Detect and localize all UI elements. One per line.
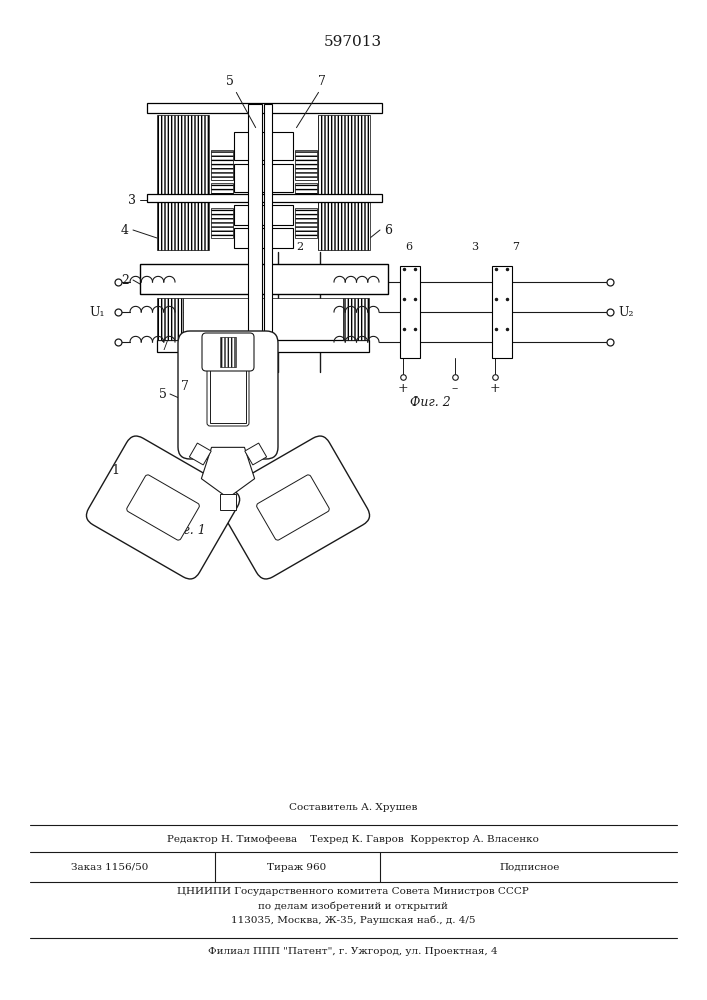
Bar: [492, 266, 512, 358]
Bar: [157, 340, 369, 352]
Bar: [220, 337, 236, 367]
Bar: [157, 298, 183, 340]
Bar: [318, 202, 370, 250]
Bar: [211, 150, 233, 180]
Bar: [210, 367, 246, 423]
Text: –: –: [452, 382, 458, 395]
FancyBboxPatch shape: [178, 331, 278, 459]
Bar: [189, 443, 211, 465]
Bar: [211, 208, 233, 238]
Text: 2: 2: [121, 273, 129, 286]
Text: 3: 3: [128, 194, 136, 207]
FancyBboxPatch shape: [257, 475, 329, 540]
Bar: [234, 164, 293, 192]
Bar: [234, 228, 293, 248]
Text: 1: 1: [111, 464, 119, 477]
Bar: [220, 494, 236, 510]
Text: Редактор Н. Тимофеева    Техред К. Гавров  Корректор А. Власенко: Редактор Н. Тимофеева Техред К. Гавров К…: [167, 834, 539, 844]
Text: Подписное: Подписное: [500, 862, 560, 871]
Bar: [295, 183, 317, 200]
Text: 3: 3: [472, 242, 479, 252]
Text: U₁: U₁: [90, 306, 105, 318]
Text: 597013: 597013: [324, 35, 382, 49]
Text: 7: 7: [318, 75, 326, 88]
Polygon shape: [201, 447, 255, 498]
Bar: [234, 132, 293, 160]
Text: Фиг. 2: Фиг. 2: [409, 395, 450, 408]
Text: 113035, Москва, Ж-35, Раушская наб., д. 4/5: 113035, Москва, Ж-35, Раушская наб., д. …: [230, 915, 475, 925]
Text: 4: 4: [121, 224, 129, 236]
Bar: [264, 104, 272, 364]
Text: по делам изобретений и открытий: по делам изобретений и открытий: [258, 901, 448, 911]
Text: Тираж 960: Тираж 960: [267, 862, 327, 871]
Text: U₂: U₂: [618, 306, 633, 318]
Text: 5: 5: [159, 388, 167, 401]
Bar: [248, 104, 262, 364]
Bar: [157, 115, 209, 200]
Bar: [147, 194, 382, 202]
Text: +: +: [397, 382, 409, 395]
Bar: [211, 183, 233, 200]
FancyBboxPatch shape: [216, 436, 370, 579]
FancyBboxPatch shape: [207, 364, 249, 426]
Bar: [183, 298, 343, 340]
Bar: [140, 264, 388, 294]
Bar: [295, 208, 317, 238]
Text: 7: 7: [161, 340, 169, 354]
Text: 5: 5: [226, 75, 234, 88]
Text: Филиал ППП "Патент", г. Ужгород, ул. Проектная, 4: Филиал ППП "Патент", г. Ужгород, ул. Про…: [208, 948, 498, 956]
Bar: [234, 205, 293, 225]
FancyBboxPatch shape: [86, 436, 240, 579]
Text: 2: 2: [296, 242, 303, 252]
Text: 6: 6: [384, 224, 392, 236]
Bar: [400, 266, 420, 358]
FancyBboxPatch shape: [127, 475, 199, 540]
Text: 6: 6: [405, 242, 413, 252]
Bar: [295, 150, 317, 180]
Text: +: +: [490, 382, 501, 395]
FancyBboxPatch shape: [202, 333, 254, 371]
Text: Заказ 1156/50: Заказ 1156/50: [71, 862, 148, 871]
Text: Составитель А. Хрушев: Составитель А. Хрушев: [289, 804, 417, 812]
Bar: [147, 103, 382, 113]
Text: Фиг. 1: Фиг. 1: [165, 524, 205, 536]
Bar: [318, 115, 370, 200]
Bar: [343, 298, 369, 340]
Bar: [245, 443, 267, 465]
Text: ЦНИИПИ Государственного комитета Совета Министров СССР: ЦНИИПИ Государственного комитета Совета …: [177, 888, 529, 896]
Text: 7: 7: [513, 242, 520, 252]
Text: 7: 7: [181, 379, 189, 392]
Bar: [157, 202, 209, 250]
